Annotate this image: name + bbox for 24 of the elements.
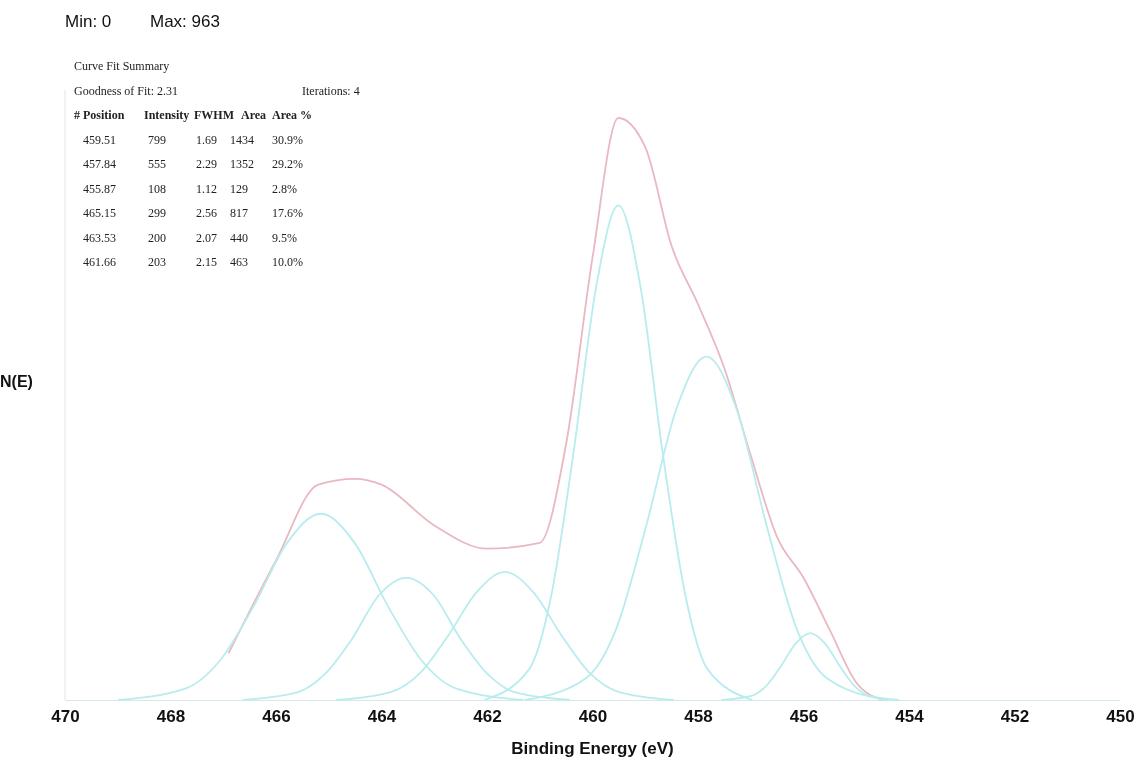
text: 461.66 203 2.15 463 10.0% xyxy=(83,255,303,269)
x-tick-label: 464 xyxy=(367,707,397,727)
x-tick-label: 454 xyxy=(895,707,925,727)
text: Curve Fit Summary xyxy=(74,59,170,73)
text: Min: 0 xyxy=(65,12,112,31)
x-tick-label: 452 xyxy=(1000,707,1030,727)
y-axis-title: N(E) xyxy=(0,373,33,390)
x-tick-label: 466 xyxy=(262,707,291,727)
x-tick-label: 462 xyxy=(473,707,502,727)
text: # Position Intensity FWHM Area Area % xyxy=(74,108,313,122)
x-axis-title: Binding Energy (eV) xyxy=(511,739,674,758)
x-tick-label: 458 xyxy=(684,707,713,727)
text: Max: 963 xyxy=(150,12,220,31)
text: 459.51 799 1.69 1434 30.9% xyxy=(83,132,303,147)
x-tick-label: 468 xyxy=(156,707,186,727)
text: 455.87 108 1.12 129 2.8% xyxy=(83,181,297,196)
x-tick-label: 456 xyxy=(789,707,819,727)
text: Goodness of Fit: 2.31 Iterations: 4 xyxy=(74,83,360,98)
x-tick-label: 470 xyxy=(51,707,80,727)
text: 465.15 299 2.56 817 17.6% xyxy=(83,206,303,220)
text: 463.53 200 2.07 440 9.5% xyxy=(83,230,297,245)
text: 457.84 555 2.29 1352 29.2% xyxy=(83,157,303,171)
x-tick-label: 450 xyxy=(1106,707,1135,727)
x-tick-label: 460 xyxy=(578,707,608,727)
